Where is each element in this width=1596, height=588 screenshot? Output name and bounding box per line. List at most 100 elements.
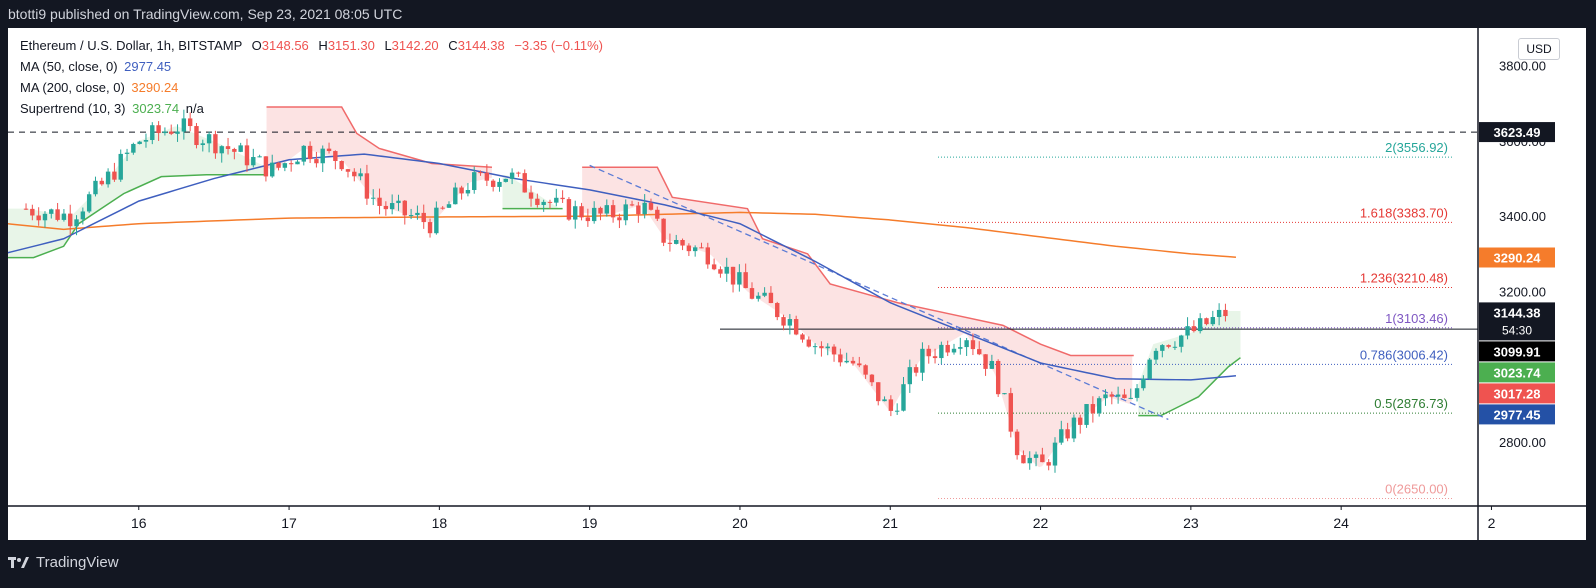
candle-body bbox=[68, 213, 73, 227]
candle-body bbox=[137, 141, 142, 144]
candle-body bbox=[554, 197, 559, 203]
candle-body bbox=[320, 148, 325, 164]
candle-body bbox=[465, 190, 471, 194]
candle-body bbox=[453, 187, 458, 205]
candle-body bbox=[1103, 394, 1108, 399]
supertrend-fill-4 bbox=[1138, 311, 1241, 416]
candle-body bbox=[206, 134, 212, 144]
candles-group bbox=[23, 109, 1228, 473]
price-label-bg-2 bbox=[1479, 302, 1555, 341]
candle-body bbox=[169, 131, 174, 134]
candle-body bbox=[1128, 397, 1133, 399]
fib-label-5: 0.5(2876.73) bbox=[1374, 396, 1448, 411]
candle-body bbox=[674, 240, 679, 244]
candle-body bbox=[23, 208, 29, 210]
candle-body bbox=[421, 212, 426, 223]
published-text: btotti9 published on TradingView.com, Se… bbox=[8, 6, 403, 22]
supertrend-fill-1 bbox=[266, 107, 492, 224]
fib-label-4: 0.786(3006.42) bbox=[1360, 347, 1448, 362]
candle-body bbox=[1179, 335, 1184, 347]
y-tick-3: 3200.00 bbox=[1499, 284, 1546, 299]
candle-body bbox=[497, 181, 502, 187]
candle-body bbox=[1078, 417, 1083, 425]
tradingview-logo[interactable]: TradingView bbox=[8, 554, 119, 571]
candle-body bbox=[270, 162, 275, 177]
candle-body bbox=[1071, 417, 1077, 439]
y-tick-5: 2800.00 bbox=[1499, 435, 1546, 450]
ma50-value: 2977.45 bbox=[124, 59, 172, 74]
candle-body bbox=[610, 205, 616, 218]
candle-body bbox=[1046, 462, 1051, 466]
candle-body bbox=[977, 349, 982, 355]
candle-body bbox=[617, 217, 622, 221]
publish-header: btotti9 published on TradingView.com, Se… bbox=[0, 0, 1596, 28]
candle-body bbox=[863, 365, 868, 375]
price-chart[interactable]: 2(3556.92) 1.618(3383.70) 1.236(3210.48) 1(… bbox=[8, 28, 1586, 540]
candle-body bbox=[718, 269, 723, 274]
candle-body bbox=[1084, 404, 1089, 425]
candle-body bbox=[1210, 317, 1216, 325]
candle-body bbox=[333, 151, 338, 162]
supertrend-fill-0 bbox=[8, 126, 266, 258]
candle-body bbox=[768, 292, 774, 304]
candle-body bbox=[383, 205, 389, 210]
x-tick-0: 16 bbox=[131, 515, 147, 531]
candle-body bbox=[661, 218, 666, 243]
supertrend-label: Supertrend (10, 3) bbox=[20, 101, 126, 116]
candle-body bbox=[200, 143, 205, 146]
candle-body bbox=[1172, 346, 1178, 348]
candle-body bbox=[112, 171, 117, 180]
price-label-2: 3144.38 bbox=[1494, 305, 1541, 320]
fib-label-3: 1(3103.46) bbox=[1385, 311, 1448, 326]
candle-body bbox=[1160, 345, 1165, 351]
x-tick-1: 17 bbox=[281, 515, 297, 531]
candle-body bbox=[42, 213, 48, 221]
candle-body bbox=[143, 140, 149, 142]
candle-body bbox=[522, 173, 527, 193]
legend-ma50-row: MA (50, close, 0) 2977.45 bbox=[20, 59, 171, 74]
candle-body bbox=[983, 354, 988, 369]
trendline-dashed bbox=[589, 164, 1169, 421]
candle-body bbox=[371, 197, 376, 199]
candle-body bbox=[446, 204, 452, 208]
price-label-bg-0 bbox=[1479, 122, 1555, 143]
price-label-6: 2977.45 bbox=[1494, 407, 1541, 422]
candle-body bbox=[1059, 429, 1064, 443]
candle-body bbox=[951, 348, 957, 353]
fib-label-1: 1.618(3383.70) bbox=[1360, 205, 1448, 220]
candle-body bbox=[1065, 429, 1070, 439]
candle-body bbox=[162, 131, 168, 134]
candle-body bbox=[945, 344, 950, 353]
candle-body bbox=[352, 171, 357, 177]
candle-body bbox=[55, 209, 60, 220]
candle-body bbox=[339, 161, 344, 170]
candle-body bbox=[484, 172, 490, 181]
currency-button[interactable]: USD bbox=[1518, 38, 1560, 60]
candle-body bbox=[1134, 388, 1140, 398]
candle-body bbox=[408, 215, 414, 217]
legend-symbol-row: Ethereum / U.S. Dollar, 1h, BITSTAMP O31… bbox=[20, 38, 603, 53]
ohlc-low: L3142.20 bbox=[384, 38, 439, 53]
candle-body bbox=[1090, 404, 1096, 414]
candle-body bbox=[1109, 394, 1115, 397]
candle-body bbox=[80, 211, 86, 220]
y-tick-2: 3400.00 bbox=[1499, 209, 1546, 224]
candle-body bbox=[528, 192, 534, 199]
candle-body bbox=[415, 212, 420, 216]
ma50-line bbox=[8, 153, 1237, 381]
price-label-bg-1 bbox=[1479, 247, 1555, 268]
candle-body bbox=[882, 399, 887, 402]
chart-frame[interactable]: 2(3556.92) 1.618(3383.70) 1.236(3210.48) 1(… bbox=[8, 28, 1586, 540]
candle-body bbox=[459, 187, 464, 194]
candle-body bbox=[939, 344, 944, 359]
candle-body bbox=[30, 208, 35, 216]
candle-body bbox=[377, 197, 382, 206]
candle-body bbox=[238, 145, 243, 152]
candle-body bbox=[894, 410, 900, 412]
candle-body bbox=[276, 162, 281, 168]
candle-body bbox=[263, 156, 269, 177]
candle-body bbox=[225, 146, 231, 149]
price-label-0: 3623.49 bbox=[1494, 125, 1541, 140]
tradingview-icon bbox=[8, 556, 29, 568]
candle-body bbox=[1204, 318, 1209, 325]
